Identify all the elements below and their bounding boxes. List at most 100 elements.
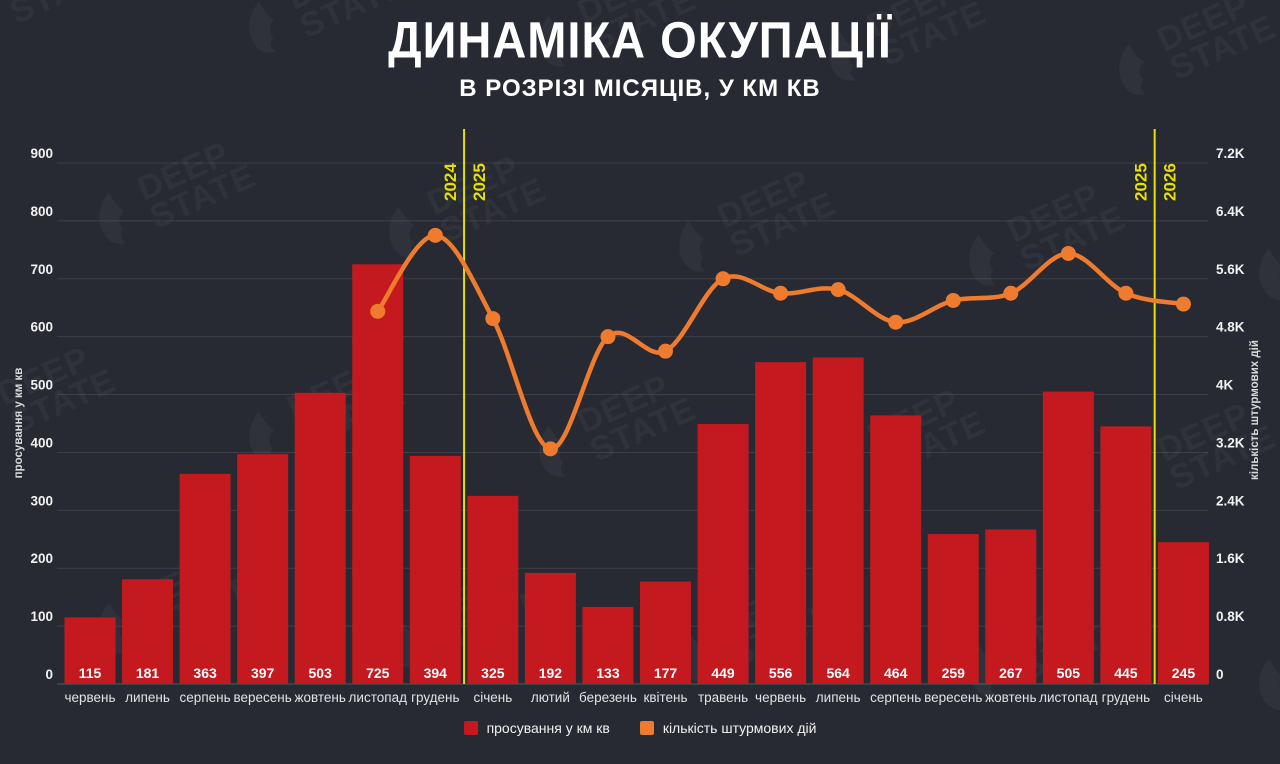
bar [927,534,979,684]
page-title: ДИНАМІКА ОКУПАЦІЇ [388,10,892,69]
bar-value-label: 397 [251,665,275,681]
chart-legend: просування у км кв кількість штурмових ді… [0,720,1280,736]
bar-value-label: 181 [136,665,160,681]
month-label: червень [755,690,806,705]
bar-value-label: 503 [309,665,333,681]
right-axis-tick: 4.8K [1216,320,1245,335]
bar [1100,426,1152,684]
bar [352,264,404,684]
legend-swatch [639,721,654,735]
bar [524,572,576,684]
bar [237,454,289,684]
right-axis-tick: 5.6K [1216,262,1245,277]
month-label: січень [473,690,512,705]
line-point [485,311,501,327]
line-point [1118,285,1134,301]
bar [697,424,749,684]
month-label: вересень [924,690,982,705]
bar-value-label: 177 [654,665,678,681]
left-axis-tick: 600 [30,320,53,335]
bar [755,362,807,684]
month-label: квітень [643,690,687,705]
bar [985,529,1037,684]
bar [1042,391,1094,684]
line-point [773,285,789,301]
bar [179,473,231,684]
month-label: липень [125,690,170,705]
bar-value-label: 464 [884,665,908,681]
right-axis-tick: 3.2K [1216,435,1245,450]
bar-value-label: 725 [366,665,390,681]
bar [122,579,174,684]
left-axis-tick: 900 [30,146,53,161]
right-axis-tick: 0 [1216,667,1224,682]
month-label: лютий [531,690,570,705]
bar-value-label: 259 [942,665,966,681]
page-subtitle: В РОЗРІЗІ МІСЯЦІВ, У КМ КВ [459,75,821,102]
month-label: липень [816,690,861,705]
left-axis-tick: 800 [30,204,53,219]
line-point [1003,285,1019,301]
month-label: листопад [349,690,408,705]
bar-value-label: 394 [424,665,448,681]
legend-item: просування у км кв [463,720,610,736]
month-label: вересень [234,690,292,705]
month-label: жовтень [294,690,345,705]
bar-value-label: 267 [999,665,1023,681]
month-label: січень [1164,690,1203,705]
month-label: жовтень [985,690,1036,705]
year-label-right: 2025 [470,163,489,201]
left-axis-title: просування у км кв [13,368,25,479]
left-axis-tick: 400 [30,435,53,450]
year-label-left: 2025 [1132,163,1151,201]
month-label: грудень [1102,690,1150,705]
legend-label: кількість штурмових дій [662,720,817,736]
left-axis-tick: 500 [30,378,53,393]
bar [812,357,864,684]
line-point [658,343,673,359]
right-axis-tick: 0.8K [1216,609,1245,624]
right-axis-tick: 2.4K [1216,493,1245,508]
month-label: серпень [180,690,231,705]
line-point [888,314,904,330]
month-label: серпень [870,690,921,705]
legend-item: кількість штурмових дій [639,720,817,736]
bar-value-label: 564 [826,665,850,681]
legend-swatch [463,721,478,735]
bar-value-label: 556 [769,665,793,681]
line-point [830,282,846,298]
year-label-right: 2026 [1161,163,1180,201]
bar [64,617,116,684]
bar [870,415,922,684]
line-point [600,329,616,345]
line-point [1060,245,1076,261]
bar-value-label: 192 [539,665,563,681]
left-axis-tick: 100 [30,609,53,624]
bar [294,392,346,684]
line-point [1175,296,1191,312]
month-label: грудень [411,690,459,705]
line-point [542,441,558,457]
bar-value-label: 449 [711,665,735,681]
line-point [370,303,386,319]
left-axis-tick: 300 [30,493,53,508]
bar-value-label: 363 [193,665,217,681]
month-label: листопад [1039,690,1098,705]
bar [1157,542,1209,684]
left-axis-tick: 200 [30,551,53,566]
chart-header: ДИНАМІКА ОКУПАЦІЇ В РОЗРІЗІ МІСЯЦІВ, У К… [0,0,1280,103]
bar-value-label: 505 [1057,665,1081,681]
bar [582,607,634,684]
bar-value-label: 245 [1172,665,1196,681]
bar [409,455,461,684]
bar [467,495,519,684]
line-point [715,271,731,287]
left-axis-tick: 700 [30,262,53,277]
line-point [945,292,961,308]
bar-value-label: 115 [79,665,102,681]
year-label-left: 2024 [441,163,460,201]
right-axis-tick: 1.6K [1216,551,1245,566]
bar [640,581,691,684]
line-point [427,227,443,243]
